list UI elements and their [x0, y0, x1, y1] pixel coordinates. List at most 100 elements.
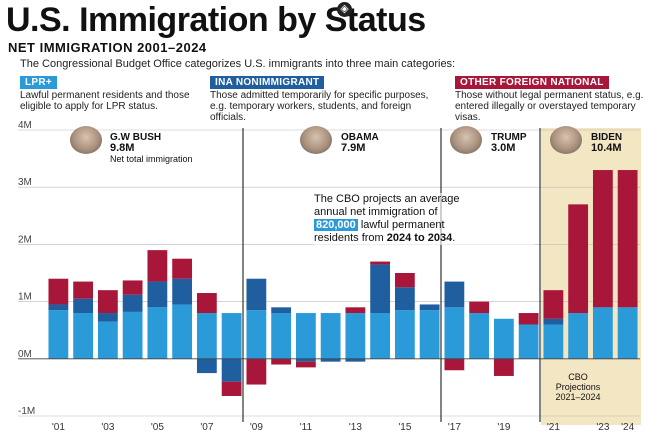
bar-lpr--2005 [147, 307, 168, 359]
bar-lpr--2004 [122, 311, 143, 359]
x-tick-label: '11 [300, 422, 313, 433]
bar-ina-nonimmigrant-2014 [370, 264, 391, 314]
bar-lpr--2006 [172, 304, 193, 359]
projection-label: CBO Projections 2021–2024 [555, 372, 601, 402]
intro-text: The Congressional Budget Office categori… [20, 58, 456, 70]
bar-ina-nonimmigrant-2004 [122, 294, 143, 312]
net-total-note: Net total immigration [110, 154, 193, 164]
bar-other-foreign-national-2007 [196, 293, 217, 314]
bar-ina-nonimmigrant-2021 [543, 318, 564, 325]
bar-other-foreign-national-2001 [48, 278, 69, 305]
y-tick-label: 4M [18, 120, 32, 131]
category-desc-ina: Those admitted temporarily for specific … [210, 90, 429, 123]
president-name-trump: TRUMP [491, 132, 527, 143]
annotation-line2: annual net immigration of [314, 206, 438, 218]
bar-lpr--2008 [221, 313, 242, 359]
bar-ina-nonimmigrant-2002 [73, 298, 94, 314]
bar-other-foreign-national-2021 [543, 290, 564, 319]
globe-icon: ◈ [337, 2, 352, 17]
x-tick-label: '23 [596, 422, 609, 433]
category-desc-lpr: Lawful permanent residents and those eli… [20, 90, 190, 112]
annotation-line1: The CBO projects an average [314, 193, 460, 205]
bar-other-foreign-national-2022 [568, 204, 589, 314]
bar-other-foreign-national-2014 [370, 261, 391, 265]
bar-ina-nonimmigrant-2003 [97, 313, 118, 322]
trump-portrait [450, 126, 482, 154]
bar-lpr--2020 [518, 324, 539, 359]
bush-portrait [70, 126, 102, 154]
bar-lpr--2021 [543, 324, 564, 359]
bar-ina-nonimmigrant-2011 [295, 358, 316, 362]
x-tick-label: '19 [497, 422, 510, 433]
bar-lpr--2007 [196, 313, 217, 359]
bar-other-foreign-national-2019 [493, 358, 514, 376]
annotation-line3: lawful permanent [360, 219, 445, 231]
y-tick-label: 2M [18, 234, 32, 245]
bar-ina-nonimmigrant-2005 [147, 281, 168, 308]
category-label-lpr: LPR+ [20, 76, 58, 89]
y-axis-labels: 4M 3M 2M 1M 0M -1M [18, 120, 35, 417]
president-total-biden: 10.4M [591, 142, 622, 154]
annotation-years: 2024 to 2034 [386, 232, 453, 244]
bar-other-foreign-national-2011 [295, 361, 316, 368]
president-name-bush: G.W BUSH [110, 132, 162, 143]
bar-other-foreign-national-2018 [469, 301, 490, 314]
bar-lpr--2024 [617, 307, 638, 359]
bar-lpr--2002 [73, 313, 94, 359]
x-tick-label: '03 [101, 422, 114, 433]
bar-other-foreign-national-2015 [394, 273, 415, 288]
bar-lpr--2011 [295, 313, 316, 359]
y-tick-label: -1M [18, 406, 35, 417]
y-tick-label: 1M [18, 292, 32, 303]
president-total-trump: 3.0M [491, 142, 516, 154]
x-tick-label: '09 [250, 422, 263, 433]
chart-title: U.S. Immigration by Status [6, 1, 426, 39]
x-tick-label: '17 [448, 422, 461, 433]
bar-lpr--2017 [444, 307, 465, 359]
bar-other-foreign-national-2023 [592, 170, 613, 308]
bar-lpr--2019 [493, 318, 514, 359]
bar-lpr--2014 [370, 313, 391, 359]
annotation-line4: residents from [314, 232, 384, 244]
bar-ina-nonimmigrant-2015 [394, 287, 415, 311]
biden-portrait [550, 126, 582, 154]
president-total-bush: 9.8M [110, 142, 135, 154]
bar-other-foreign-national-2017 [444, 358, 465, 371]
x-tick-label: '01 [52, 422, 65, 433]
president-name-obama: OBAMA [341, 132, 379, 143]
bar-lpr--2013 [345, 313, 366, 359]
bar-other-foreign-national-2008 [221, 381, 242, 396]
bar-lpr--2022 [568, 313, 589, 359]
bar-ina-nonimmigrant-2008 [221, 358, 242, 382]
president-total-obama: 7.9M [341, 142, 366, 154]
chart-subtitle: NET IMMIGRATION 2001–2024 [8, 40, 207, 55]
category-label-ina: INA NONIMMIGRANT [210, 76, 325, 89]
bar-lpr--2016 [419, 310, 440, 359]
category-label-other: OTHER FOREIGN NATIONAL [455, 76, 609, 89]
bar-other-foreign-national-2024 [617, 170, 638, 308]
bar-ina-nonimmigrant-2016 [419, 304, 440, 311]
bar-other-foreign-national-2005 [147, 250, 168, 282]
bar-ina-nonimmigrant-2006 [172, 278, 193, 305]
president-name-biden: BIDEN [591, 132, 623, 143]
bar-lpr--2001 [48, 310, 69, 359]
bar-ina-nonimmigrant-2012 [320, 358, 341, 362]
bar-ina-nonimmigrant-2001 [48, 304, 69, 311]
bar-ina-nonimmigrant-2013 [345, 358, 366, 362]
x-tick-label: '07 [200, 422, 213, 433]
bar-other-foreign-national-2009 [246, 358, 267, 385]
annotation-highlight: 820,000 [314, 219, 358, 231]
x-tick-label: '24 [621, 422, 634, 433]
bar-lpr--2023 [592, 307, 613, 359]
bar-other-foreign-national-2002 [73, 281, 94, 299]
bar-lpr--2009 [246, 310, 267, 359]
y-tick-label: 0M [18, 349, 32, 360]
bar-lpr--2010 [271, 313, 292, 359]
bars [48, 170, 638, 396]
y-tick-label: 3M [18, 177, 32, 188]
bar-other-foreign-national-2006 [172, 258, 193, 279]
bar-ina-nonimmigrant-2009 [246, 278, 267, 311]
bar-ina-nonimmigrant-2010 [271, 307, 292, 314]
x-tick-label: '05 [151, 422, 164, 433]
